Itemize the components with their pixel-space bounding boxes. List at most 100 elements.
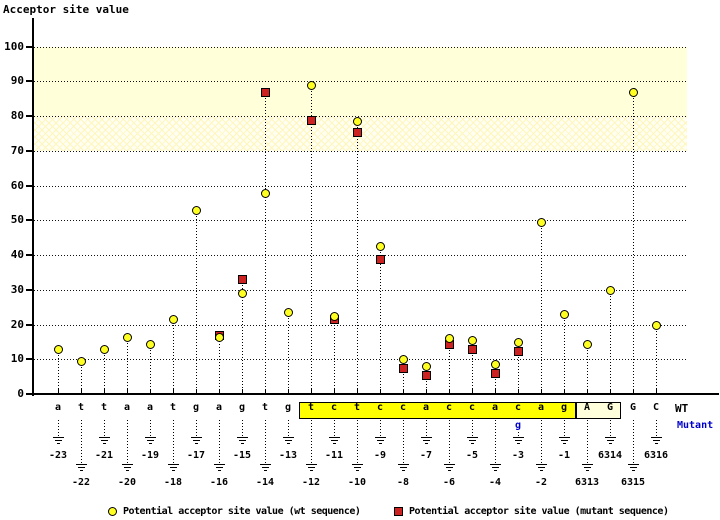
data-stem--1 [564, 314, 565, 394]
ground-symbol--2 [536, 464, 547, 465]
label-stem--4 [495, 420, 496, 464]
position-label--21: -21 [94, 450, 114, 461]
ground-symbol--5 [469, 440, 476, 441]
data-stem--13 [288, 312, 289, 394]
label-stem--16 [219, 420, 220, 464]
y-axis [32, 18, 34, 396]
ground-symbol--11 [331, 440, 338, 441]
wt-point--17 [192, 206, 201, 215]
data-stem--6 [449, 338, 450, 394]
ground-symbol--14 [264, 470, 267, 471]
ground-symbol--20 [122, 464, 133, 465]
label-stem--22 [81, 420, 82, 464]
gridline-20 [34, 325, 687, 326]
position-label--5: -5 [465, 450, 479, 461]
wt-point--18 [169, 315, 178, 324]
label-stem--1 [564, 420, 565, 437]
label-stem--10 [357, 420, 358, 464]
ground-symbol--20 [124, 467, 131, 468]
ground-symbol--12 [308, 467, 315, 468]
ground-symbol--3 [513, 437, 524, 438]
base-label--13: g [284, 402, 292, 413]
ground-symbol--17 [195, 443, 198, 444]
label-stem--15 [242, 420, 243, 437]
position-label-6316: 6316 [643, 450, 669, 461]
ground-symbol--23 [53, 437, 64, 438]
position-label--17: -17 [186, 450, 206, 461]
x-tick--20 [127, 389, 128, 393]
mutant-point--4 [491, 369, 500, 378]
x-tick--16 [219, 389, 220, 393]
base-label--3: c [514, 402, 522, 413]
base-label--4: a [491, 402, 499, 413]
y-tick-label-70: 70 [10, 144, 24, 157]
gridline-80 [34, 116, 687, 117]
data-stem--9 [380, 246, 381, 394]
base-label--7: a [422, 402, 430, 413]
x-tick--2 [541, 389, 542, 393]
ground-symbol--17 [191, 437, 202, 438]
y-tick-0 [26, 393, 33, 395]
data-stem--3 [518, 342, 519, 394]
ground-symbol--10 [354, 467, 361, 468]
ground-symbol--9 [375, 437, 386, 438]
mutant-point--9 [376, 255, 385, 264]
label-stem--6 [449, 420, 450, 464]
y-tick-80 [26, 115, 33, 117]
mutant-base-label: g [514, 420, 522, 431]
x-tick--15 [242, 389, 243, 393]
label-stem--23 [58, 420, 59, 437]
x-tick-6316 [656, 389, 657, 393]
wt-point--8 [399, 355, 408, 364]
x-tick--4 [495, 389, 496, 393]
y-tick-label-30: 30 [10, 283, 24, 296]
data-stem--11 [334, 316, 335, 394]
position-label--20: -20 [117, 477, 137, 488]
mutant-point--10 [353, 128, 362, 137]
position-label--1: -1 [557, 450, 571, 461]
ground-symbol--4 [492, 467, 499, 468]
ground-symbol--6 [448, 470, 451, 471]
x-tick--7 [426, 389, 427, 393]
data-stem--8 [403, 359, 404, 394]
wt-sequence-highlight-box [299, 402, 576, 419]
mutant-point--14 [261, 88, 270, 97]
position-label--22: -22 [71, 477, 91, 488]
y-tick-100 [26, 46, 33, 48]
base-label--16: a [215, 402, 223, 413]
y-tick-20 [26, 324, 33, 326]
data-stem--15 [242, 279, 243, 394]
label-stem--7 [426, 420, 427, 437]
x-tick--10 [357, 389, 358, 393]
ground-symbol-6313 [582, 464, 593, 465]
position-label--18: -18 [163, 477, 183, 488]
ground-symbol--3 [515, 440, 522, 441]
x-tick--5 [472, 389, 473, 393]
y-tick-label-90: 90 [10, 74, 24, 87]
position-label--3: -3 [511, 450, 525, 461]
label-stem--18 [173, 420, 174, 464]
position-label--12: -12 [301, 477, 321, 488]
data-stem--22 [81, 361, 82, 394]
ground-symbol--17 [193, 440, 200, 441]
ground-symbol--19 [145, 437, 156, 438]
wt-point--1 [560, 310, 569, 319]
gridline-30 [34, 290, 687, 291]
base-label--20: a [123, 402, 131, 413]
wt-point-6315 [629, 88, 638, 97]
x-tick--21 [104, 389, 105, 393]
y-tick-70 [26, 150, 33, 152]
mutant-point--8 [399, 364, 408, 373]
x-tick--19 [150, 389, 151, 393]
position-label--13: -13 [278, 450, 298, 461]
gridline-100 [34, 47, 687, 48]
data-stem--20 [127, 337, 128, 394]
label-stem-6315 [633, 420, 634, 464]
ground-symbol--12 [310, 470, 313, 471]
ground-symbol--11 [329, 437, 340, 438]
ground-symbol--13 [285, 440, 292, 441]
base-label--23: a [54, 402, 62, 413]
mutant-point--5 [468, 345, 477, 354]
base-label-6315: G [629, 402, 637, 413]
